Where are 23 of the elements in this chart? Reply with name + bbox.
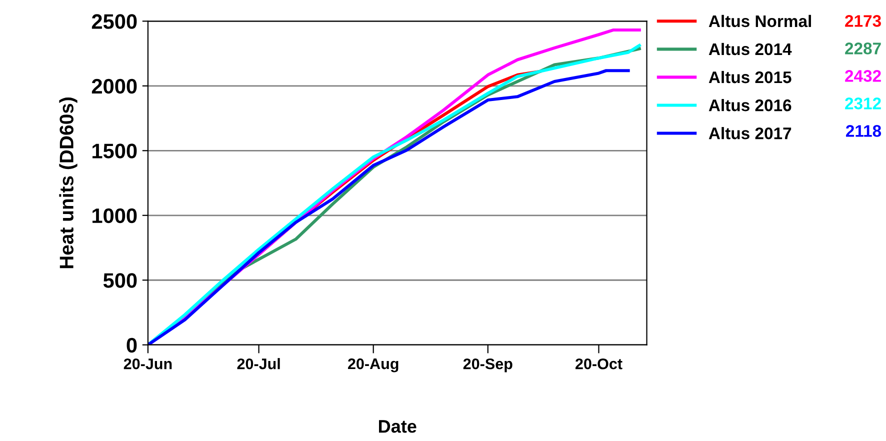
legend-label: Altus 2015 <box>708 70 792 84</box>
y-axis-title: Heat units (DD60s) <box>59 98 78 268</box>
text: 2287 <box>845 42 881 54</box>
y-tick-label: 500 <box>103 273 137 288</box>
legend-label: Altus 2014 <box>708 42 792 56</box>
legend-label: Altus 2017 <box>708 127 792 140</box>
text: 2432 <box>845 70 881 82</box>
x-axis-title: Date <box>379 420 416 433</box>
y-tick-label: 1000 <box>92 208 137 224</box>
x-tick-label: 20-Jun <box>124 358 172 370</box>
x-tick-label: 20-Aug <box>348 358 398 372</box>
y-tick-label: 2500 <box>92 14 137 29</box>
text: 2173 <box>845 15 881 27</box>
text: 2118 <box>846 125 882 137</box>
y-tick-label: 0 <box>126 338 137 353</box>
x-tick-label: 20-Sep <box>463 358 512 372</box>
x-tick-label: 20-Jul <box>237 358 280 370</box>
y-tick-label: 2000 <box>92 78 137 94</box>
y-tick-label: 1500 <box>92 144 137 158</box>
x-tick-label: 20-Oct <box>576 358 622 370</box>
legend-label: Altus Normal <box>708 14 811 28</box>
legend-label: Altus 2016 <box>708 98 792 112</box>
text: 2312 <box>845 98 881 110</box>
